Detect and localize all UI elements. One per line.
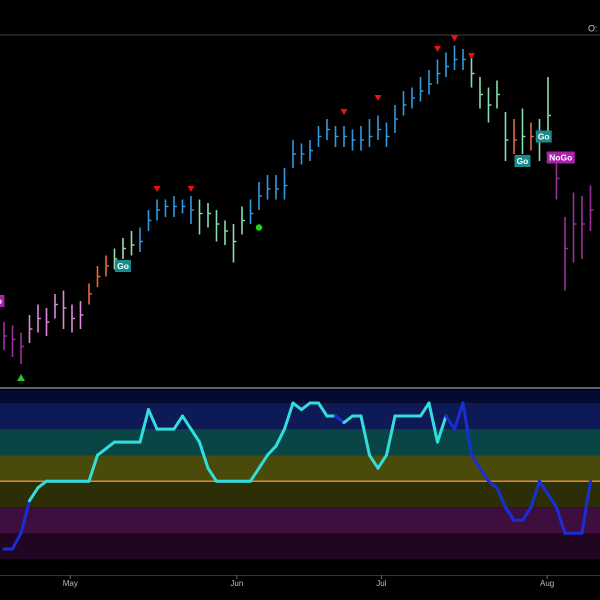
- signal-label: NoGo: [0, 296, 2, 306]
- oscillator-segment: [265, 444, 278, 457]
- oscillator-segment: [444, 414, 456, 431]
- oscillator-segment: [384, 414, 397, 457]
- oscillator-segment: [469, 453, 482, 470]
- oscillator-segment: [10, 531, 23, 551]
- oscillator-panel: [0, 390, 600, 560]
- signal-box: [0, 295, 5, 307]
- oscillator-band: [0, 533, 600, 560]
- oscillator-segment: [248, 466, 261, 483]
- oscillator-segment: [580, 479, 592, 535]
- ohlc-label: O: 5: [588, 23, 600, 33]
- oscillator-band: [0, 507, 600, 534]
- oscillator-segment: [529, 479, 541, 509]
- oscillator-segment: [503, 505, 516, 522]
- oscillator-segment: [189, 427, 201, 444]
- oscillator-segment: [282, 401, 295, 431]
- oscillator-segment: [197, 440, 210, 470]
- signal-triangle: [16, 374, 25, 381]
- oscillator-segment: [95, 447, 108, 457]
- oscillator-band: [0, 455, 600, 482]
- oscillator-segment: [367, 453, 380, 470]
- signal-triangle: [153, 186, 161, 192]
- oscillator-segment: [87, 453, 99, 483]
- oscillator-segment: [19, 499, 31, 535]
- oscillator-band: [0, 429, 600, 456]
- oscillator-segment: [257, 453, 269, 470]
- oscillator-segment: [520, 505, 533, 522]
- oscillator-segment: [104, 440, 116, 451]
- oscillator-segment: [291, 401, 303, 412]
- oscillator-segment: [435, 414, 448, 444]
- x-tick-label: May: [63, 579, 78, 588]
- oscillator-segment: [452, 401, 465, 431]
- x-tick-label: Aug: [540, 579, 554, 588]
- oscillator-segment: [418, 401, 431, 418]
- oscillator-segment: [27, 486, 40, 503]
- oscillator-segment: [299, 401, 312, 412]
- oscillator-segment: [359, 414, 371, 457]
- oscillator-segment: [546, 492, 558, 509]
- oscillator-segment: [486, 479, 499, 490]
- signal-triangle: [467, 53, 475, 59]
- signal-box: [114, 260, 131, 272]
- signal-dot: [255, 224, 263, 231]
- signal-label: Go: [517, 156, 529, 166]
- oscillator-segment: [36, 479, 48, 490]
- oscillator-segment: [333, 414, 346, 425]
- oscillator-segment: [206, 466, 218, 483]
- signal-box: [514, 155, 531, 167]
- oscillator-band: [0, 481, 600, 508]
- signal-label: NoGo: [549, 152, 572, 162]
- oscillator-segment: [274, 427, 286, 448]
- signal-triangle: [187, 186, 195, 192]
- x-tick-label: Jun: [230, 579, 243, 588]
- oscillator-segment: [427, 401, 439, 444]
- oscillator-band: [0, 390, 600, 404]
- oscillator-segment: [138, 408, 150, 444]
- oscillator-segment: [537, 479, 550, 496]
- oscillator-segment: [172, 414, 184, 431]
- oscillator-segment: [554, 505, 567, 535]
- signal-triangle: [433, 46, 441, 52]
- signal-triangle: [340, 109, 348, 115]
- signal-triangle: [374, 95, 382, 101]
- oscillator-segment: [495, 486, 507, 509]
- x-tick-label: Jul: [376, 579, 386, 588]
- signal-box: [535, 130, 552, 143]
- signal-triangle: [450, 35, 458, 42]
- signal-label: Go: [538, 131, 550, 141]
- oscillator-segment: [316, 401, 329, 418]
- oscillator-segment: [180, 414, 193, 431]
- price-panel: NoGo Go Go Go NoGo: [0, 35, 594, 381]
- oscillator-segment: [478, 466, 490, 483]
- oscillator-segment: [461, 401, 473, 457]
- signal-box: [546, 151, 575, 164]
- oscillator-segment: [146, 408, 159, 431]
- oscillator-segment: [376, 453, 388, 470]
- oscillator-segment: [342, 414, 354, 425]
- signal-label: Go: [117, 261, 129, 271]
